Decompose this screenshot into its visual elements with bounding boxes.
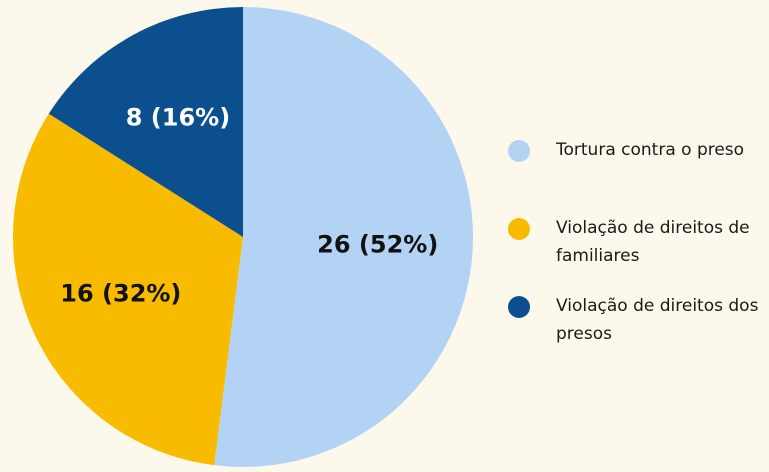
legend-item: Violação de direitos dos presos: [508, 292, 769, 348]
legend-swatch: [508, 296, 530, 318]
slice-label: 16 (32%): [60, 279, 181, 307]
slice-label: 8 (16%): [126, 104, 230, 132]
pie-chart: 26 (52%) 16 (32%) 8 (16%): [13, 6, 473, 467]
legend-swatch: [508, 140, 530, 162]
pie-slice: [214, 7, 473, 467]
legend-label: Violação de direitos dos presos: [556, 296, 759, 344]
legend-item: Violação de direitos de familiares: [508, 214, 769, 270]
legend-item: Tortura contra o preso: [508, 136, 769, 164]
legend-label: Tortura contra o preso: [556, 140, 745, 160]
pie-slice: [13, 113, 243, 466]
slice-label: 26 (52%): [317, 230, 438, 258]
pie-slice: [48, 6, 243, 237]
legend-label: Violação de direitos de familiares: [556, 218, 750, 266]
legend-swatch: [508, 218, 530, 240]
legend: Tortura contra o preso Violação de direit…: [508, 0, 769, 472]
